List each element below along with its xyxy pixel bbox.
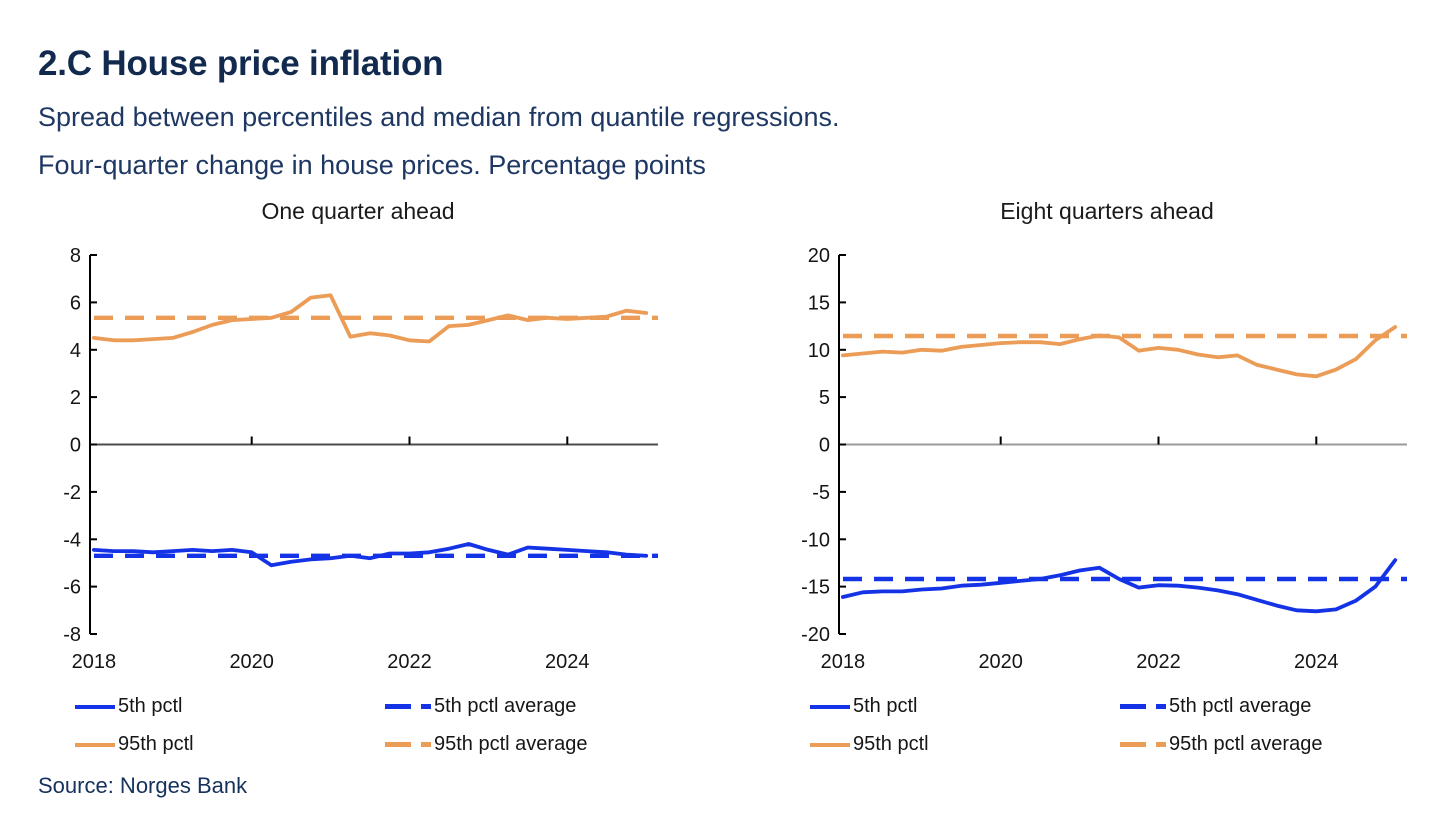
legend-label: 95th pctl average: [434, 733, 588, 755]
series-line-95th-pctl: [841, 325, 1398, 379]
chart-eight-quarters-ahead: Eight quarters ahead 20 15 10 5 0 -5 -10 -15 -20…: [787, 198, 1445, 778]
x-tick-label: 2024: [545, 651, 590, 673]
y-tick-label: 5: [819, 387, 830, 409]
y-tick-label: -15: [801, 577, 830, 599]
y-tick-label: 15: [808, 292, 830, 314]
x-tick-label: 2022: [1136, 651, 1181, 673]
chart-legend: 5th pctl 5th pctl average 95th pctl 95th pc…: [810, 692, 1322, 759]
line-chart: 8 6 4 2 0 -2 -4 -6 -8 2018 2020 2022 2024: [63, 245, 658, 673]
legend-item-5th-pctl-average: 5th pctl average: [385, 692, 587, 721]
legend-item-5th-pctl-average: 5th pctl average: [1120, 692, 1322, 721]
y-tick-label: 20: [808, 245, 830, 267]
y-tick-label: -2: [63, 482, 81, 504]
solid-line-legend-marker: [75, 742, 115, 747]
chart-title: One quarter ahead: [261, 198, 455, 224]
y-tick-label: 2: [70, 387, 81, 409]
y-tick-label: 0: [819, 435, 830, 457]
solid-line-legend-marker: [75, 704, 115, 709]
legend-item-95th-pctl: 95th pctl: [810, 730, 1120, 759]
y-tick-label: -5: [812, 482, 830, 504]
page-title: 2.C House price inflation: [38, 44, 444, 83]
y-tick-label: 6: [70, 292, 81, 314]
chart-title: Eight quarters ahead: [1000, 198, 1214, 224]
series-line-5th-pctl: [92, 542, 649, 568]
y-tick-label: 10: [808, 340, 830, 362]
source-note: Source: Norges Bank: [38, 773, 248, 798]
legend-item-95th-pctl: 95th pctl: [75, 730, 385, 759]
dashed-line-legend-marker: [385, 742, 431, 747]
solid-line-legend-marker: [810, 704, 850, 709]
x-tick-label: 2020: [229, 651, 274, 673]
y-tick-label: -10: [801, 529, 830, 551]
y-tick-label: 4: [70, 340, 81, 362]
legend-label: 95th pctl: [118, 733, 194, 755]
legend-label: 5th pctl: [853, 695, 918, 717]
legend-item-95th-pctl-average: 95th pctl average: [385, 730, 587, 759]
chart-legend: 5th pctl 5th pctl average 95th pctl 95th pc…: [75, 692, 587, 759]
y-tick-label: -4: [63, 529, 81, 551]
y-tick-label: 8: [70, 245, 81, 267]
y-tick-label: -8: [63, 624, 81, 646]
x-tick-label: 2024: [1294, 651, 1339, 673]
legend-label: 5th pctl: [118, 695, 183, 717]
subtitle-line-2: Four-quarter change in house prices. Per…: [38, 150, 706, 180]
x-tick-label: 2022: [387, 651, 432, 673]
y-tick-label: -6: [63, 577, 81, 599]
dashed-line-legend-marker: [1120, 742, 1166, 747]
y-tick-label: 0: [70, 435, 81, 457]
line-chart: 20 15 10 5 0 -5 -10 -15 -20 2018 2020 2022 2024: [801, 245, 1407, 673]
series-line-95th-pctl: [92, 293, 649, 344]
x-tick-label: 2020: [978, 651, 1023, 673]
solid-line-legend-marker: [810, 742, 850, 747]
dashed-line-legend-marker: [1120, 704, 1166, 709]
series-line-5th-pctl: [841, 558, 1398, 614]
legend-item-95th-pctl-average: 95th pctl average: [1120, 730, 1322, 759]
x-tick-label: 2018: [72, 651, 117, 673]
legend-label: 5th pctl average: [434, 695, 577, 717]
legend-label: 95th pctl average: [1169, 733, 1323, 755]
dashed-line-legend-marker: [385, 704, 431, 709]
legend-item-5th-pctl: 5th pctl: [75, 692, 385, 721]
legend-label: 5th pctl average: [1169, 695, 1312, 717]
x-tick-label: 2018: [821, 651, 866, 673]
legend-label: 95th pctl: [853, 733, 929, 755]
legend-item-5th-pctl: 5th pctl: [810, 692, 1120, 721]
subtitle-line-1: Spread between percentiles and median fr…: [38, 102, 840, 132]
y-tick-label: -20: [801, 624, 830, 646]
chart-one-quarter-ahead: One quarter ahead 8 6 4 2 0 -2 -4 -6 -8 2018 2020 2…: [38, 198, 698, 778]
